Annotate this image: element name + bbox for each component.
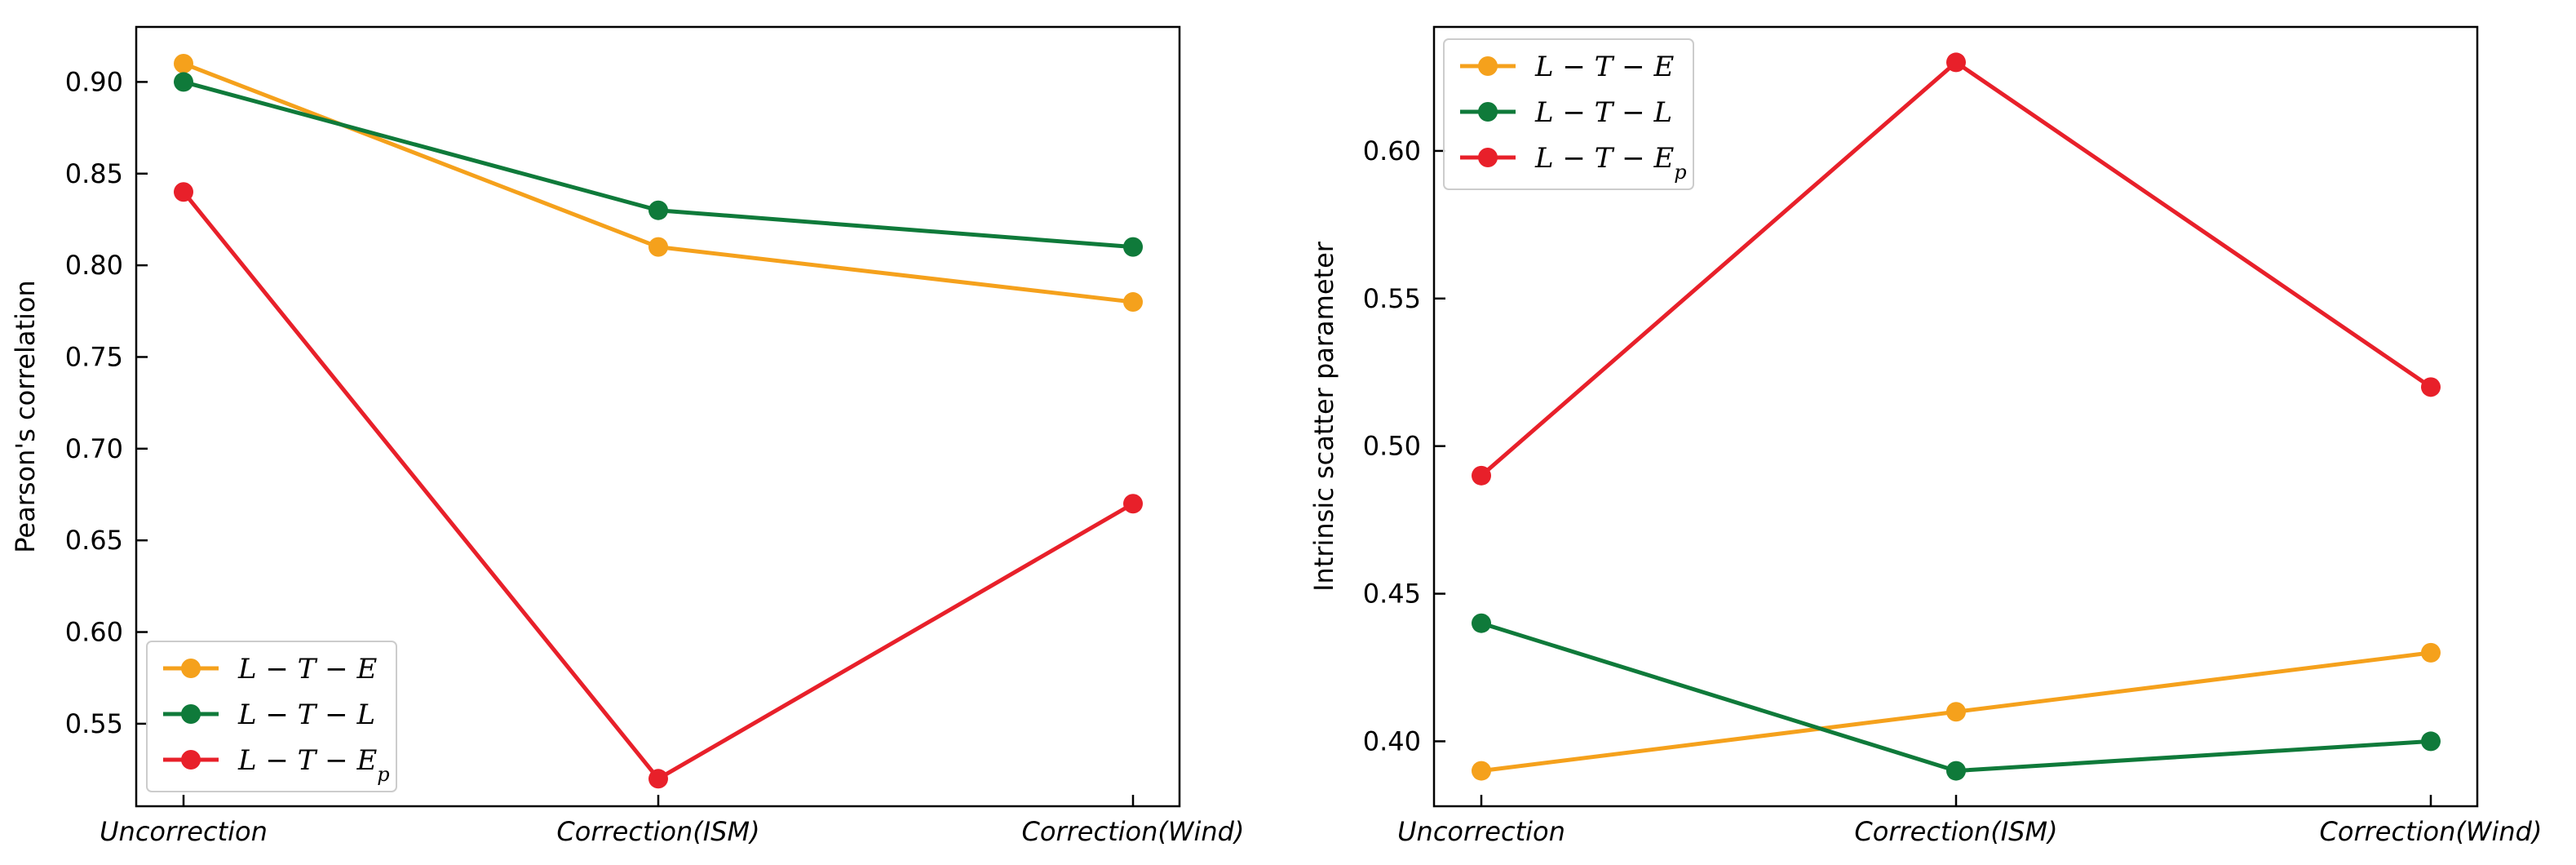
series-line-1 — [183, 61, 1134, 304]
y-tick-label: 0.45 — [1363, 579, 1421, 610]
data-point — [174, 72, 193, 92]
y-tick-label: 0.55 — [65, 708, 123, 739]
legend-label: L − T − L — [1534, 96, 1672, 129]
data-point — [2421, 377, 2441, 397]
y-tick-label: 0.60 — [1363, 135, 1421, 166]
x-tick-label: Correction(Wind) — [2320, 816, 2543, 847]
y-tick-label: 0.90 — [65, 66, 123, 97]
data-point — [1946, 702, 1966, 722]
data-point — [174, 53, 193, 73]
data-point — [2421, 642, 2441, 663]
x-tick-label: Correction(Wind) — [1022, 816, 1245, 847]
x-tick-label: Correction(ISM) — [556, 816, 759, 847]
y-tick-label: 0.80 — [65, 250, 123, 281]
legend-marker — [181, 704, 201, 724]
y-tick-label: 0.50 — [1363, 431, 1421, 462]
data-point — [648, 200, 668, 220]
data-point — [1472, 761, 1491, 781]
legend-box — [146, 641, 397, 792]
x-tick-label: Uncorrection — [100, 816, 268, 847]
legend-label: L − T − L — [237, 699, 375, 731]
data-point — [1946, 52, 1966, 73]
y-tick-label: 0.40 — [1363, 725, 1421, 756]
x-tick-label: Uncorrection — [1397, 816, 1565, 847]
y-tick-label: 0.85 — [65, 158, 123, 189]
data-point — [1123, 237, 1143, 257]
y-tick-label: 0.70 — [65, 433, 123, 464]
legend-label: L − T − Ep — [237, 744, 390, 786]
legend-label: L − T − E — [1534, 51, 1674, 83]
data-point — [1472, 613, 1491, 633]
legend-label: L − T − Ep — [1534, 142, 1687, 184]
y-tick-label: 0.60 — [65, 617, 123, 648]
chart-panel-2: 0.40 0.45 0.50 0.55 0.60 Uncorrection Correcti… — [1308, 25, 2543, 847]
data-point — [648, 237, 668, 257]
y-axis-label: Intrinsic scatter parameter — [1308, 241, 1339, 592]
data-point — [648, 769, 668, 789]
y-tick-label: 0.55 — [1363, 283, 1421, 314]
legend-label: L − T − E — [237, 653, 377, 685]
data-point — [1123, 292, 1143, 313]
legend-marker — [1478, 102, 1498, 122]
data-point — [1472, 465, 1491, 486]
y-axis-label: Pearson's correlation — [10, 280, 41, 552]
data-point — [2421, 731, 2441, 752]
legend-box — [1443, 38, 1694, 190]
series-line-2 — [1481, 621, 2432, 774]
x-tick-label: Correction(ISM) — [1854, 816, 2057, 847]
legend-marker — [1478, 148, 1498, 167]
data-point — [1123, 494, 1143, 514]
legend-marker — [181, 659, 201, 678]
y-tick-label: 0.65 — [65, 525, 123, 556]
data-point — [1946, 761, 1966, 781]
legend-marker — [1478, 56, 1498, 76]
data-point — [174, 182, 193, 202]
series-line-2 — [183, 79, 1134, 250]
legend-marker — [181, 750, 201, 770]
y-tick-label: 0.75 — [65, 341, 123, 372]
chart-panel-1: 0.55 0.60 0.65 0.70 0.75 0.80 0.85 0.90 Uncorrec… — [10, 25, 1245, 847]
